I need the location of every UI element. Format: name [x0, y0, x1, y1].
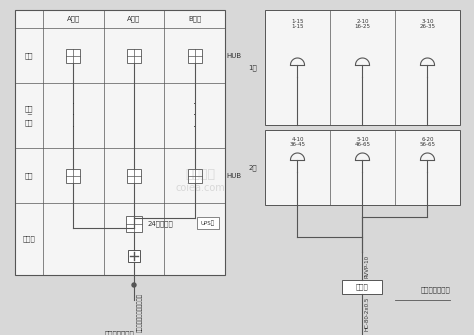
Bar [127, 49, 141, 63]
Text: coiea.com: coiea.com [175, 183, 225, 193]
Text: ·
·
·: · · · [72, 99, 75, 132]
Text: 6-20
56-65: 6-20 56-65 [419, 137, 436, 147]
Text: 3-10
26-35: 3-10 26-35 [419, 19, 436, 29]
Text: A单元: A单元 [128, 16, 141, 22]
Text: 地话系统示意图: 地话系统示意图 [420, 287, 450, 293]
Text: HC-80-2x0.5: HC-80-2x0.5 [365, 297, 370, 331]
Circle shape [132, 283, 136, 287]
Text: B单元: B单元 [188, 16, 201, 22]
Text: HUB: HUB [226, 173, 241, 179]
Bar [343, 280, 383, 294]
Text: 4-10
36-45: 4-10 36-45 [290, 137, 306, 147]
Text: 网络系统示意图: 网络系统示意图 [105, 330, 135, 335]
Text: A单元: A单元 [67, 16, 80, 22]
Text: 1栋: 1栋 [248, 64, 257, 71]
Text: 1-15
1-15: 1-15 1-15 [291, 19, 304, 29]
Bar [66, 169, 80, 183]
Text: 信息插座引入电话配线系统: 信息插座引入电话配线系统 [137, 293, 143, 332]
Bar [265, 130, 460, 205]
Text: UPS机: UPS机 [201, 220, 215, 226]
Text: 大层
~
二层: 大层 ~ 二层 [25, 105, 33, 126]
Text: 一层: 一层 [25, 172, 33, 179]
Text: HUB: HUB [226, 53, 241, 59]
Bar [15, 10, 225, 275]
Text: 土木在线: 土木在线 [185, 169, 215, 182]
Text: 5-10
46-65: 5-10 46-65 [355, 137, 371, 147]
Text: 2-10
16-25: 2-10 16-25 [355, 19, 371, 29]
Text: 2栋: 2栋 [248, 164, 257, 171]
Bar [188, 169, 201, 183]
Bar [197, 217, 219, 229]
Text: 24口交换机: 24口交换机 [148, 221, 174, 227]
Bar [265, 10, 460, 125]
Text: 设备间: 设备间 [23, 236, 36, 242]
Bar [126, 216, 142, 232]
Text: ·
·
·: · · · [193, 99, 196, 132]
Bar [188, 49, 201, 63]
Text: 交换器: 交换器 [356, 284, 369, 290]
Bar [128, 250, 140, 262]
Bar [66, 49, 80, 63]
Text: RVVP-10: RVVP-10 [365, 255, 370, 278]
Bar [127, 169, 141, 183]
Text: 七层: 七层 [25, 52, 33, 59]
